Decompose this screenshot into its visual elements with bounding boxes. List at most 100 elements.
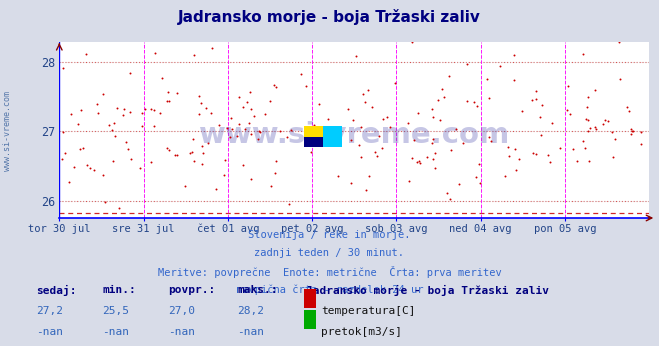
Point [357,91,368,96]
Point [157,76,167,81]
Point [146,106,157,112]
Point [202,140,213,145]
Point [413,110,423,116]
Point [238,104,248,110]
Point [535,114,546,120]
Point [80,52,91,57]
Point [503,153,514,158]
Point [511,167,522,173]
Point [309,122,320,128]
Text: Meritve: povprečne  Enote: metrične  Črta: prva meritev: Meritve: povprečne Enote: metrične Črta:… [158,266,501,278]
Point [453,181,464,186]
Point [509,52,519,58]
Point [403,120,413,126]
Point [583,128,594,134]
Point [123,146,133,152]
Bar [304,126,323,137]
Point [547,120,558,126]
Point [234,94,244,100]
Point [635,129,646,135]
Point [92,110,103,116]
Point [428,156,438,162]
Point [218,172,229,178]
Point [530,96,541,102]
Point [608,154,619,160]
Point [346,137,357,143]
Text: Slovenija / reke in morje.: Slovenija / reke in morje. [248,230,411,240]
Point [82,163,92,168]
Point [207,45,217,51]
Point [581,116,591,121]
Point [136,123,147,129]
Point [589,125,600,130]
Point [362,87,373,92]
Point [275,128,285,134]
Point [103,122,114,128]
Point [626,131,637,137]
Point [179,183,190,189]
Point [188,158,199,164]
Point [266,183,276,189]
Point [98,172,109,177]
Point [347,117,358,122]
Point [590,87,600,93]
Point [484,233,495,238]
Point [636,141,646,146]
Point [378,116,388,122]
Point [109,121,119,126]
Point [249,113,260,118]
Text: zadnji teden / 30 minut.: zadnji teden / 30 minut. [254,248,405,258]
Text: -nan: -nan [36,327,63,337]
Point [64,179,74,185]
Point [164,98,175,104]
Bar [304,126,323,147]
Point [333,174,343,179]
Point [461,98,472,103]
Point [462,61,473,67]
Point [427,140,438,146]
Text: -nan: -nan [102,327,129,337]
Point [602,119,613,124]
Point [503,145,513,150]
Point [126,156,136,162]
Point [270,170,281,175]
Point [171,152,182,158]
Text: sedaj:: sedaj: [36,285,76,297]
Point [580,145,590,151]
Point [195,100,206,106]
Point [469,99,479,105]
Point [351,53,361,59]
Point [528,150,538,155]
Point [437,86,447,92]
Point [88,167,99,173]
Point [364,174,374,179]
Text: -nan: -nan [237,327,264,337]
Point [565,111,575,117]
Point [172,90,183,95]
Point [118,112,129,118]
Point [407,155,417,161]
Point [164,147,175,153]
Point [428,136,438,142]
Text: pretok[m3/s]: pretok[m3/s] [321,327,402,337]
Point [286,127,297,133]
Point [527,98,538,103]
Point [163,90,173,95]
Point [561,107,572,112]
Text: min.:: min.: [102,285,136,295]
Point [260,111,271,116]
Point [433,97,444,103]
Point [545,159,556,165]
Point [614,39,624,44]
Point [482,76,493,82]
Point [509,146,520,151]
Point [197,161,208,166]
Point [69,164,80,170]
Point [585,125,596,131]
Point [555,146,565,151]
Text: Jadransko morje - boja Tržaski zaliv: Jadransko morje - boja Tržaski zaliv [178,9,481,25]
Point [428,114,438,119]
Point [628,128,639,134]
Point [188,136,198,142]
Point [239,126,250,132]
